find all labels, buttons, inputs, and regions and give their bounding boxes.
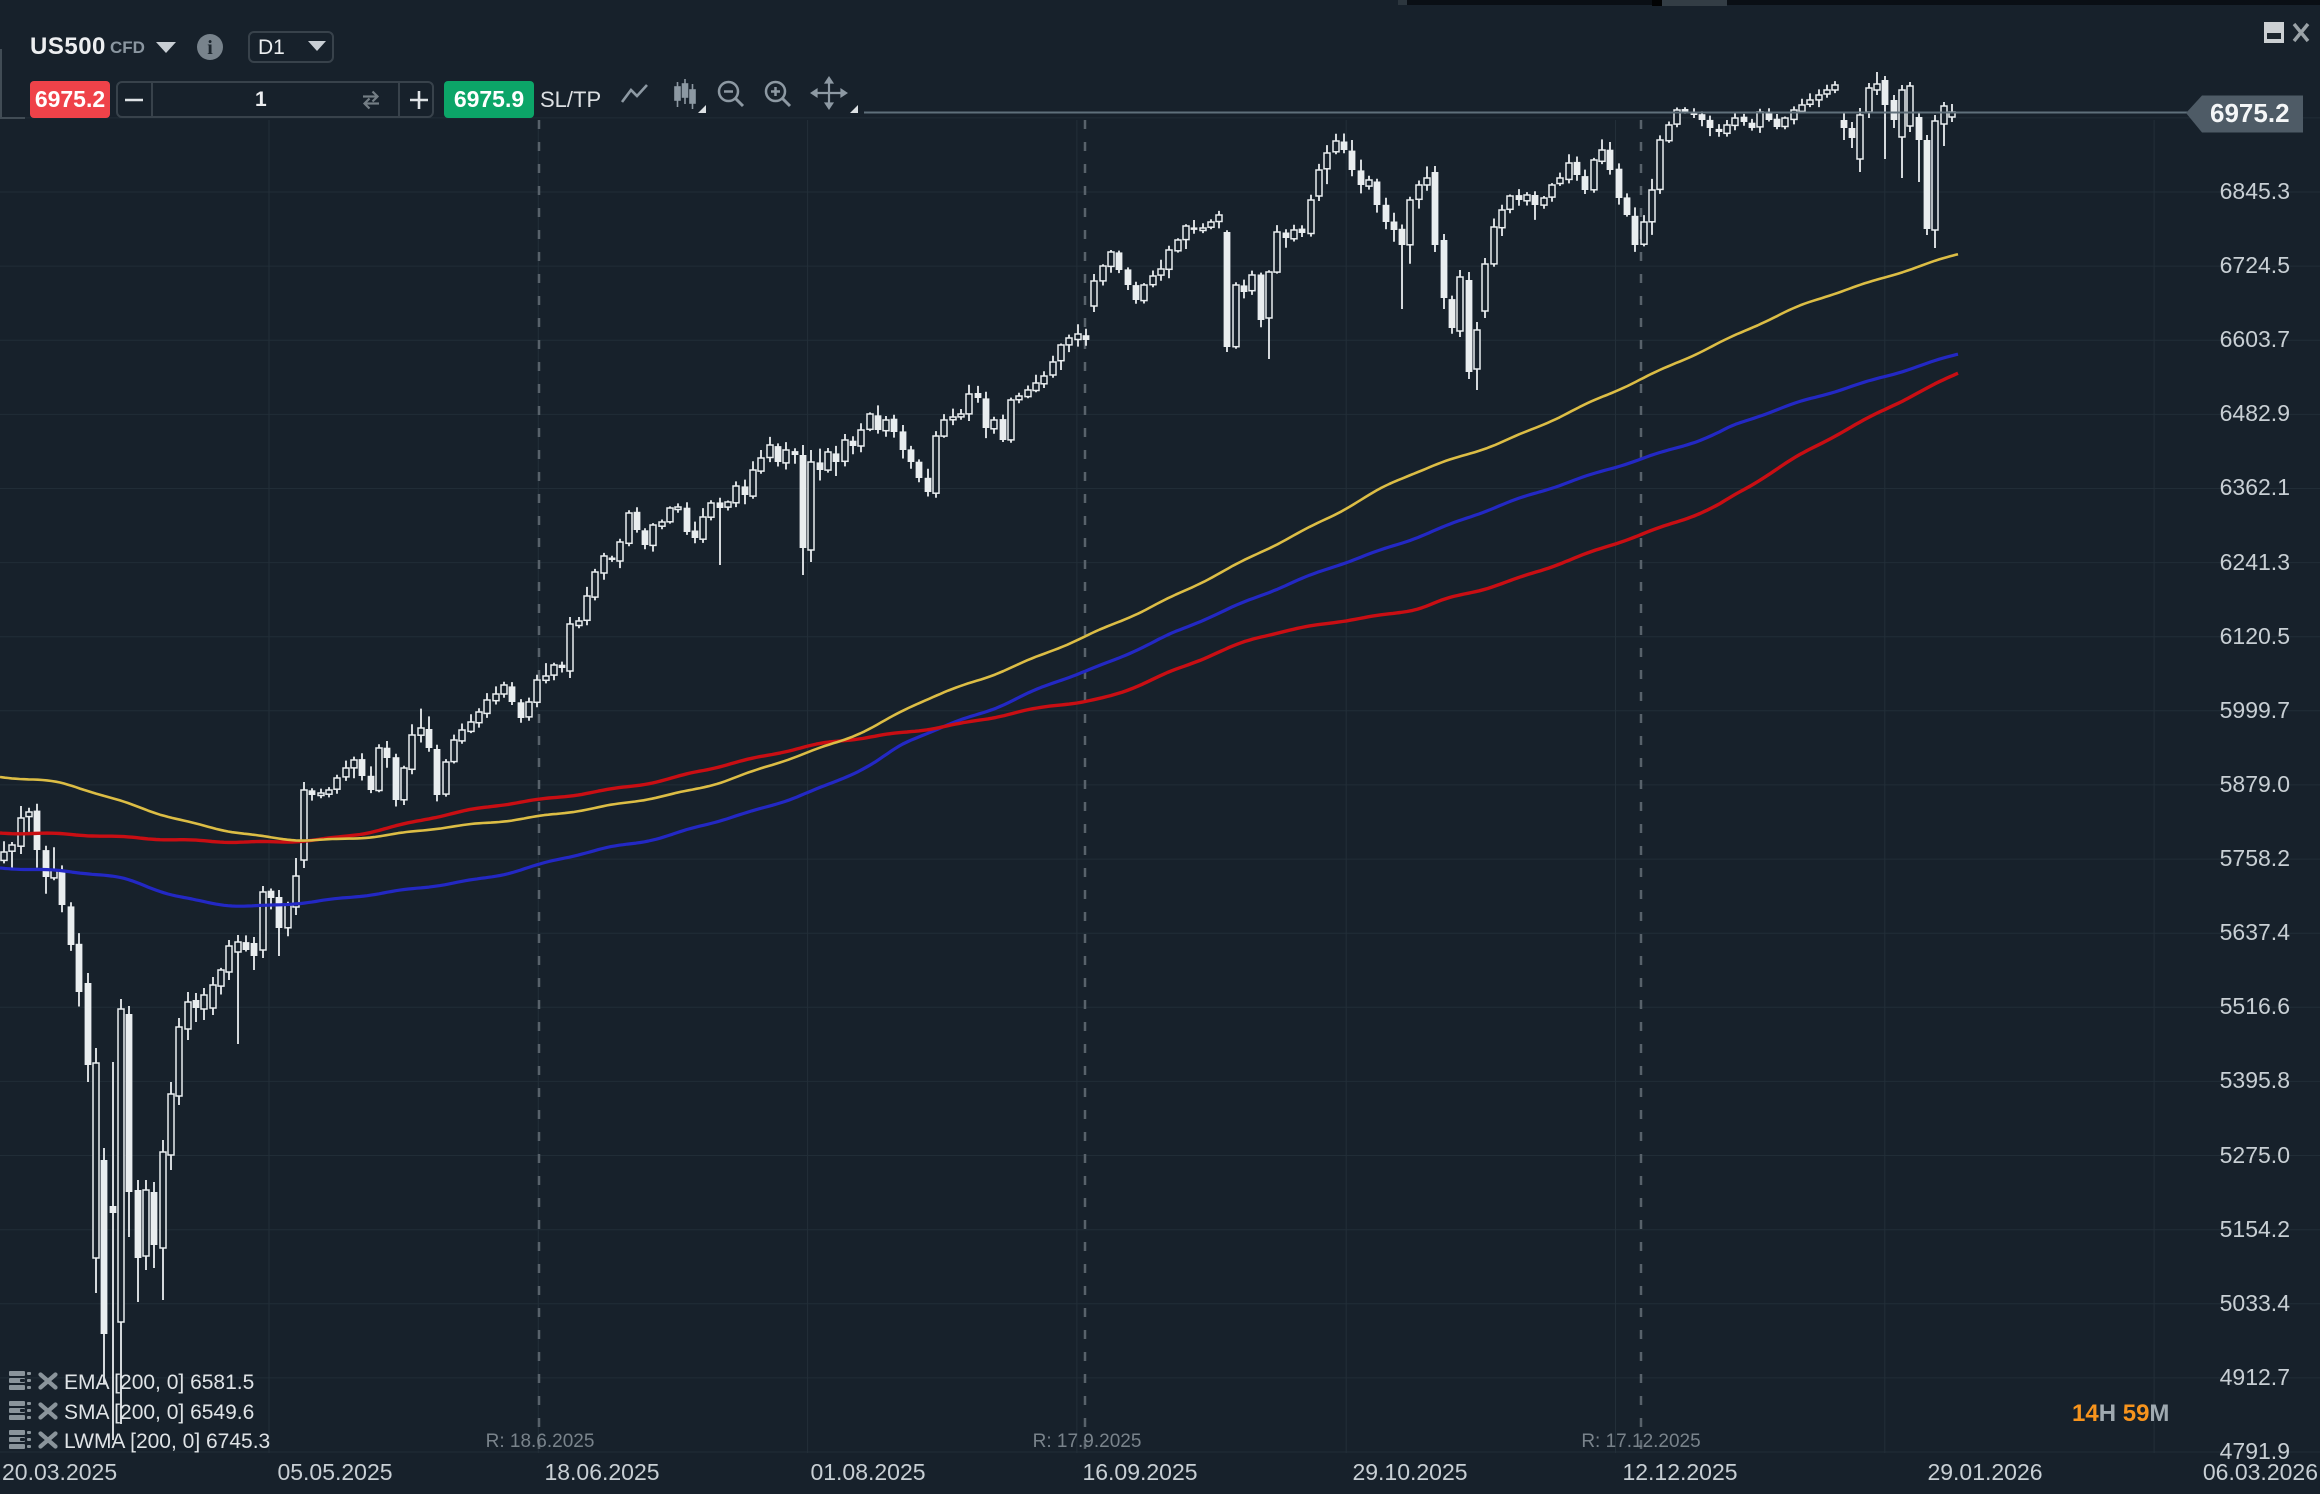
svg-text:i: i: [207, 37, 213, 59]
svg-text:6975.2: 6975.2: [2210, 98, 2290, 128]
